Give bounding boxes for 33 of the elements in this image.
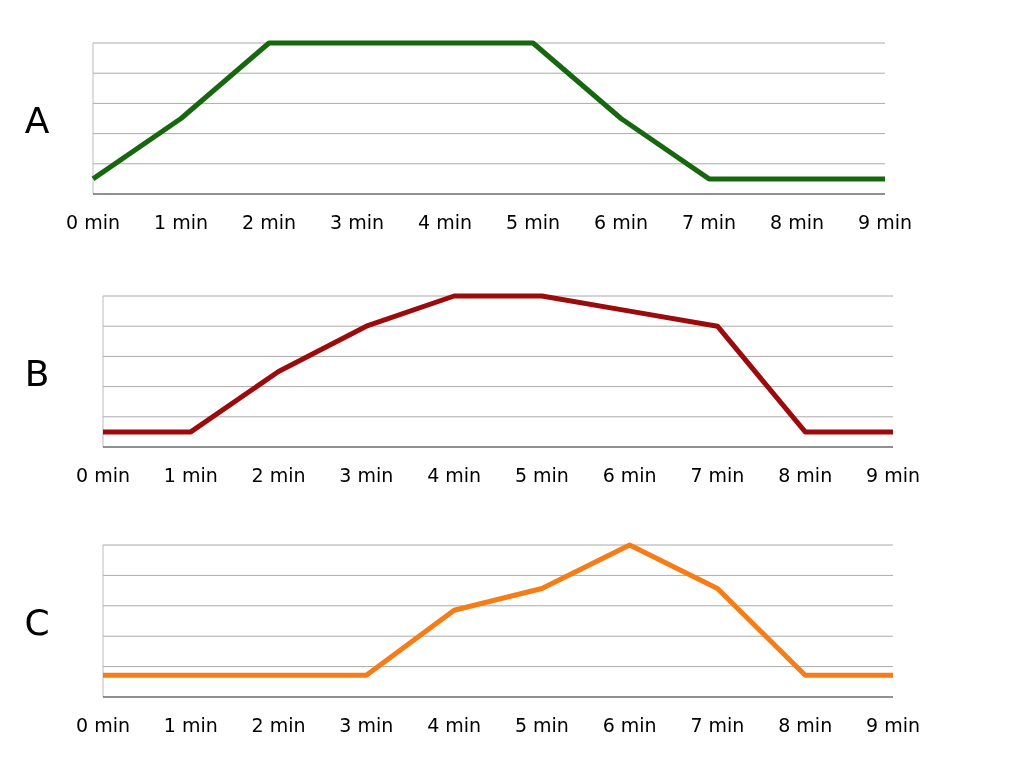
text: B bbox=[24, 352, 50, 394]
x-tick-label: 6 min bbox=[602, 714, 657, 736]
x-tick-label: 9 min bbox=[866, 714, 920, 736]
x-tick-label: 0 min bbox=[76, 464, 130, 486]
x-tick-label: 9 min bbox=[858, 211, 912, 233]
x-tick-label: 8 min bbox=[770, 211, 824, 233]
x-tick-label: 8 min bbox=[778, 464, 833, 486]
x-tick-label: 6 min bbox=[594, 211, 648, 233]
x-tick-label: 9 min bbox=[866, 464, 920, 486]
x-tick-label: 5 min bbox=[506, 211, 560, 233]
x-tick-label: 7 min bbox=[682, 211, 736, 233]
x-tick-label: 1 min bbox=[163, 464, 218, 486]
x-tick-label: 5 min bbox=[514, 714, 569, 736]
x-tick-label: 0 min bbox=[66, 211, 120, 233]
x-tick-label: 6 min bbox=[602, 464, 657, 486]
x-tick-label: 4 min bbox=[418, 211, 472, 233]
x-tick-label: 5 min bbox=[514, 464, 569, 486]
x-tick-label: 7 min bbox=[690, 714, 745, 736]
x-tick-label: 0 min bbox=[76, 714, 130, 736]
text: A bbox=[24, 99, 50, 141]
x-tick-label: 2 min bbox=[251, 464, 306, 486]
text: C bbox=[24, 602, 50, 643]
x-tick-label: 2 min bbox=[251, 714, 306, 736]
x-tick-label: 2 min bbox=[242, 211, 296, 233]
x-tick-label: 8 min bbox=[778, 714, 833, 736]
x-tick-label: 7 min bbox=[690, 464, 745, 486]
x-tick-label: 4 min bbox=[427, 714, 482, 736]
x-tick-label: 4 min bbox=[427, 464, 482, 486]
x-tick-label: 3 min bbox=[339, 464, 394, 486]
x-tick-label: 1 min bbox=[154, 211, 208, 233]
x-tick-label: 3 min bbox=[339, 714, 394, 736]
x-tick-label: 1 min bbox=[163, 714, 218, 736]
x-tick-label: 3 min bbox=[330, 211, 384, 233]
